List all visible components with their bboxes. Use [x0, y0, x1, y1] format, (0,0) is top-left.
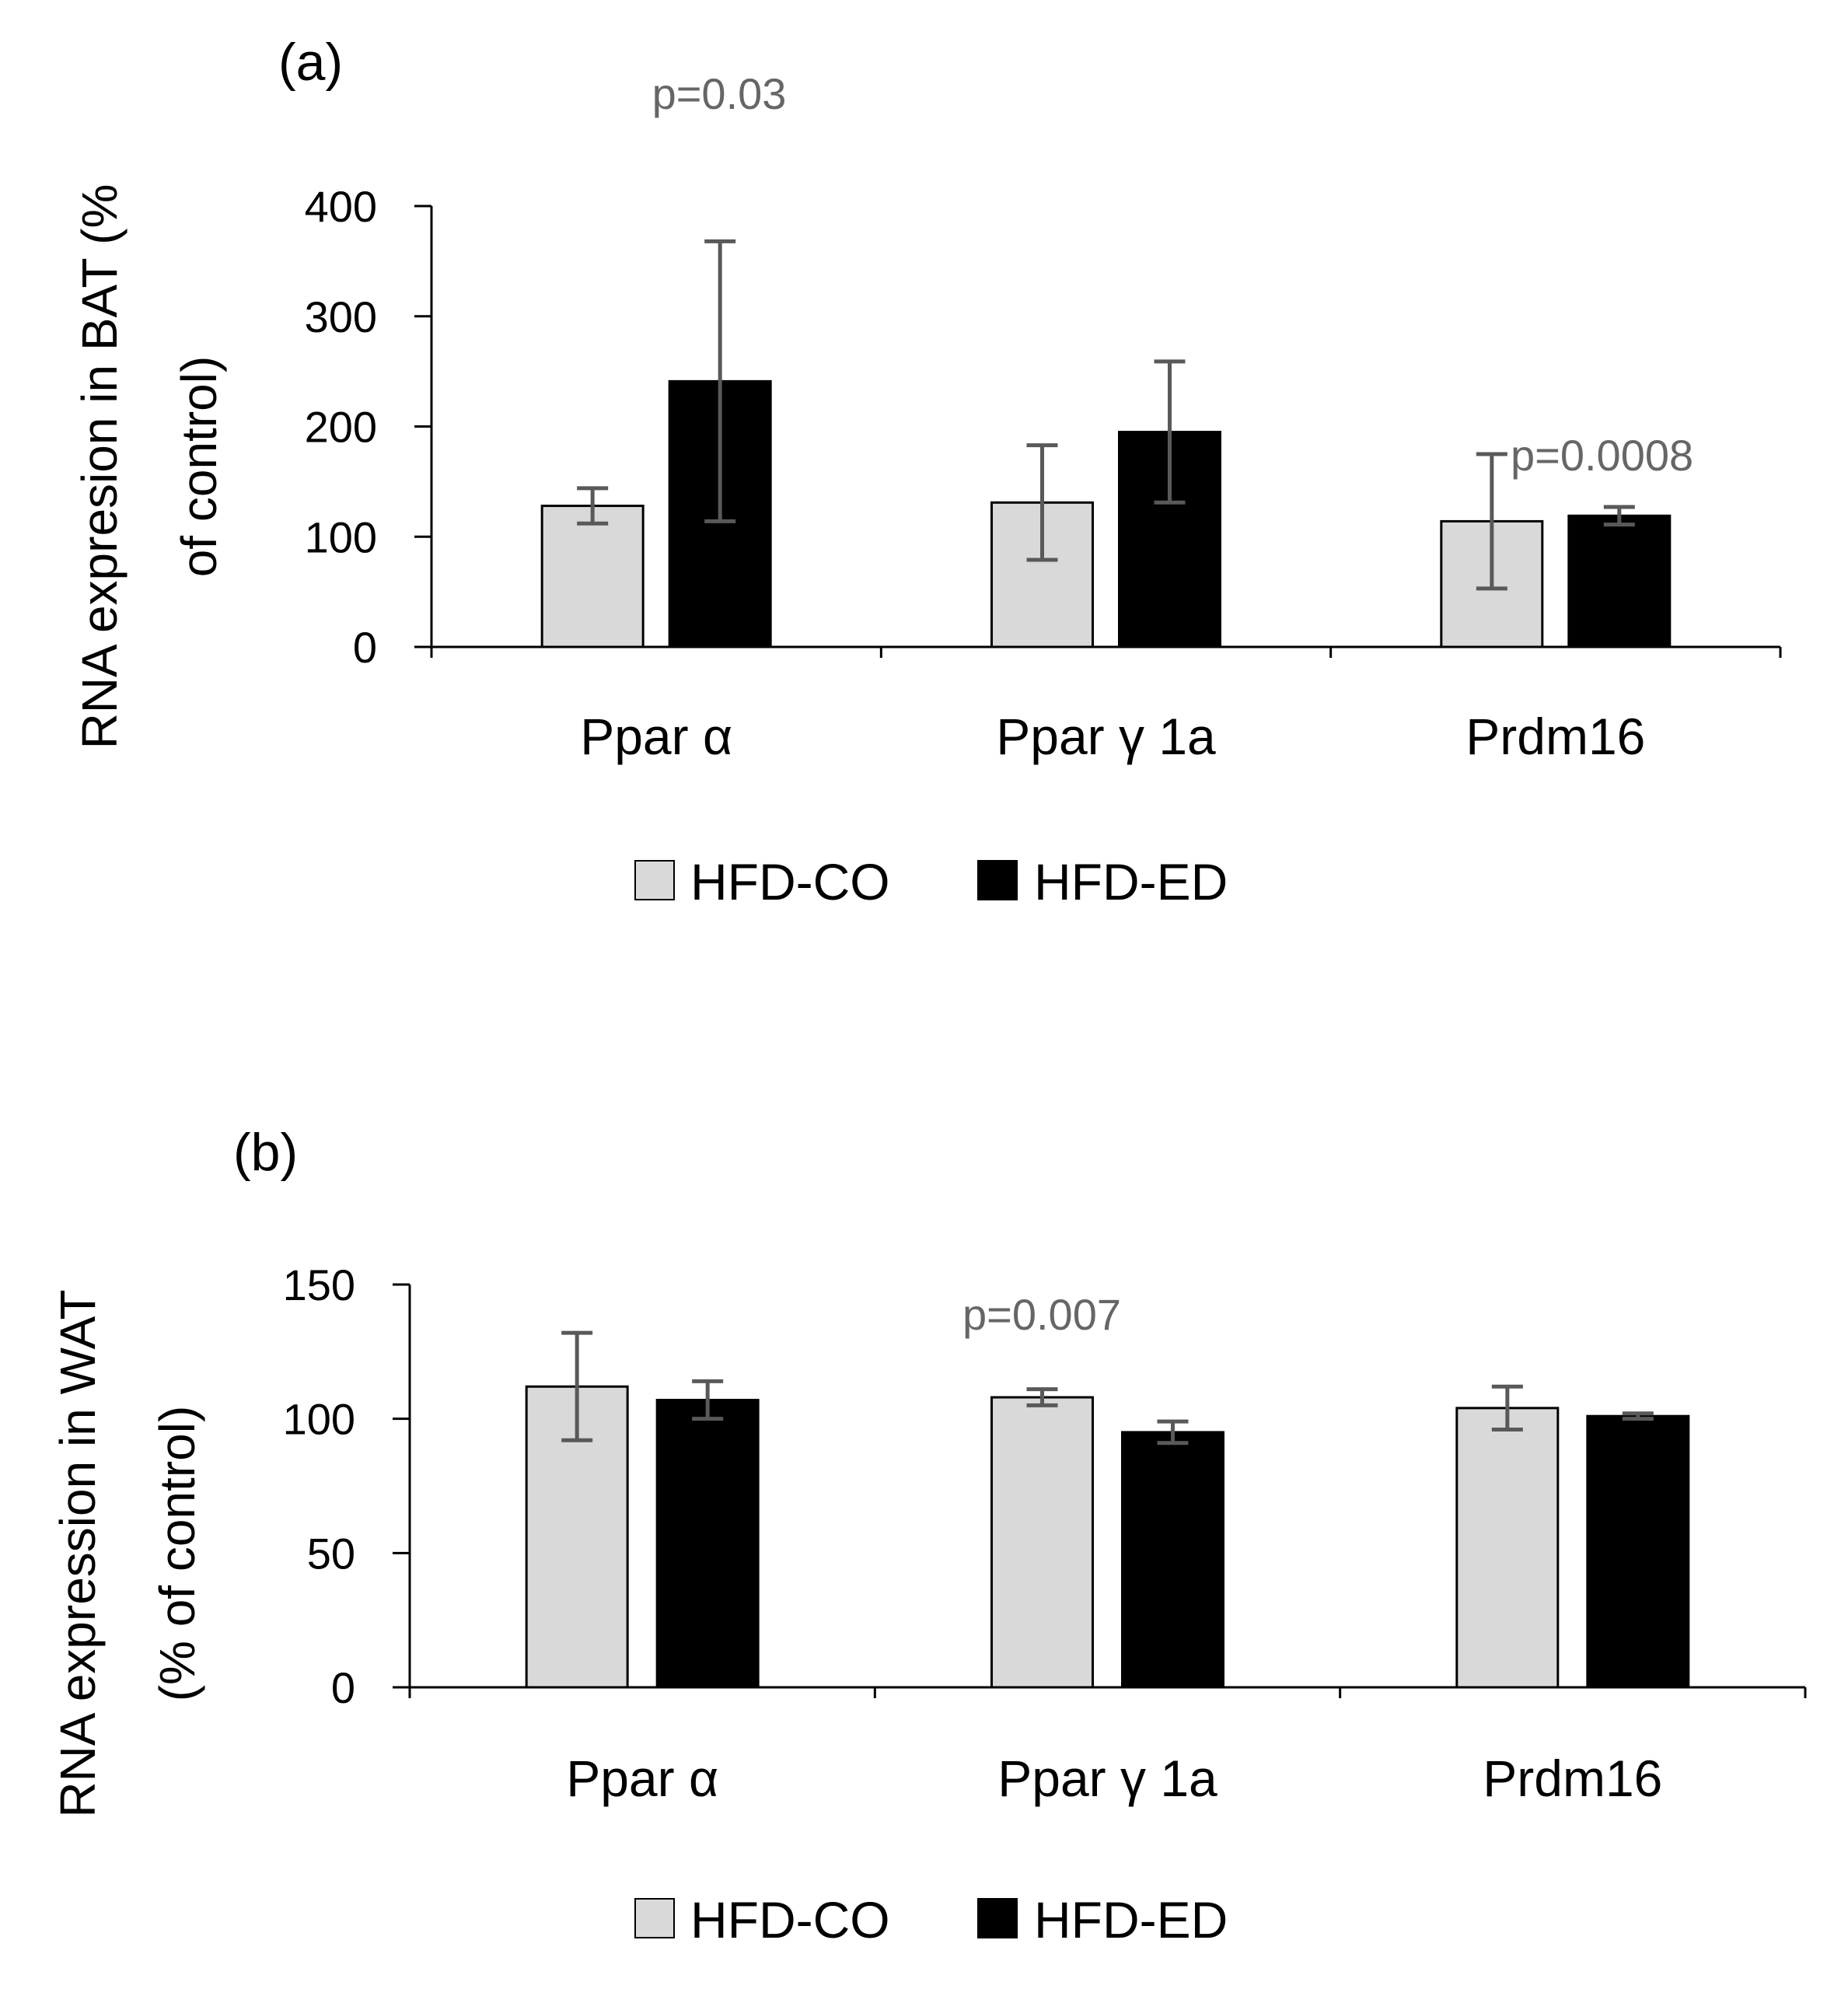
panel-b-y-tick-label: 50	[307, 1529, 355, 1578]
panel-b-legend: HFD-CO HFD-ED	[634, 1891, 1228, 1949]
panel-b-category-label-0: Ppar α	[566, 1750, 718, 1807]
panel-a-y-tick-label: 300	[305, 292, 377, 341]
panel-b-category-label-2: Prdm16	[1483, 1750, 1662, 1807]
panel-a-legend-swatch-hfd-ed	[977, 860, 1018, 900]
panel-b-legend-label-hfd-ed: HFD-ED	[1034, 1891, 1228, 1949]
panel-b-label: (b)	[233, 1123, 298, 1182]
panel-a-bar-hfd-ed-2	[1567, 514, 1672, 648]
panel-b-category-label-1: Ppar γ 1a	[997, 1750, 1217, 1807]
panel-b-y-axis-label-line2: (% of control)	[149, 1406, 205, 1702]
panel-b-legend-label-hfd-co: HFD-CO	[690, 1891, 890, 1949]
panel-b-y-tick-label: 100	[283, 1395, 355, 1444]
panel-b-y-axis-label-line1: RNA expression in WAT	[50, 1289, 106, 1817]
panel-b-y-tick-label: 0	[331, 1663, 355, 1712]
panel-b-bar-hfd-co-1	[990, 1396, 1094, 1689]
panel-b-legend-swatch-hfd-ed	[977, 1898, 1018, 1938]
panel-b-wat-chart: (b) RNA expression in WAT (% of control)…	[50, 1123, 1807, 1949]
panel-b-bar-hfd-ed-1	[1121, 1431, 1224, 1689]
panel-a-category-label-2: Prdm16	[1465, 708, 1645, 765]
panel-a-category-label-1: Ppar γ 1a	[996, 708, 1216, 765]
panel-a-legend: HFD-CO HFD-ED	[634, 853, 1228, 911]
panel-a-y-tick-label: 400	[305, 182, 377, 231]
panel-a-bat-chart: (a) RNA expresion in BAT (% of control) …	[72, 33, 1782, 911]
panel-a-y-tick-label: 200	[305, 403, 377, 452]
panel-a-label: (a)	[278, 33, 343, 92]
panel-b-bar-hfd-co-2	[1455, 1407, 1560, 1689]
panel-b-legend-swatch-hfd-co	[634, 1898, 675, 1938]
panel-b-plot: 0 50 100 150 Ppar α Ppar γ 1a Prdm16 p=0.007	[283, 1260, 1807, 1807]
panel-a-bar-hfd-co-0	[540, 505, 645, 648]
panel-b-bar-hfd-ed-0	[655, 1398, 760, 1689]
panel-a-legend-label-hfd-co: HFD-CO	[690, 853, 890, 911]
panel-a-bar-hfd-co-1	[990, 501, 1094, 648]
panel-a-p-value-annotation: p=0.03	[652, 69, 787, 118]
panel-a-legend-label-hfd-ed: HFD-ED	[1034, 853, 1228, 911]
panel-a-y-axis-label-line1: RNA expresion in BAT (%	[72, 184, 128, 750]
panel-b-bar-hfd-ed-2	[1586, 1414, 1690, 1689]
panel-a-plot: 0 100 200 300 400 Ppar α Ppar γ 1a Prdm16 p=0.03…	[305, 69, 1782, 765]
panel-a-legend-swatch-hfd-co	[634, 860, 675, 900]
panel-a-p-value-annotation: p=0.0008	[1511, 431, 1693, 480]
panel-b-p-value-annotation: p=0.007	[962, 1290, 1121, 1339]
panel-a-y-tick-label: 0	[353, 623, 377, 672]
panel-a-category-label-0: Ppar α	[580, 708, 732, 765]
panel-a-y-axis-label-line2: of control)	[171, 356, 227, 578]
panel-b-y-tick-label: 150	[283, 1260, 355, 1309]
panel-a-y-tick-label: 100	[305, 512, 377, 561]
